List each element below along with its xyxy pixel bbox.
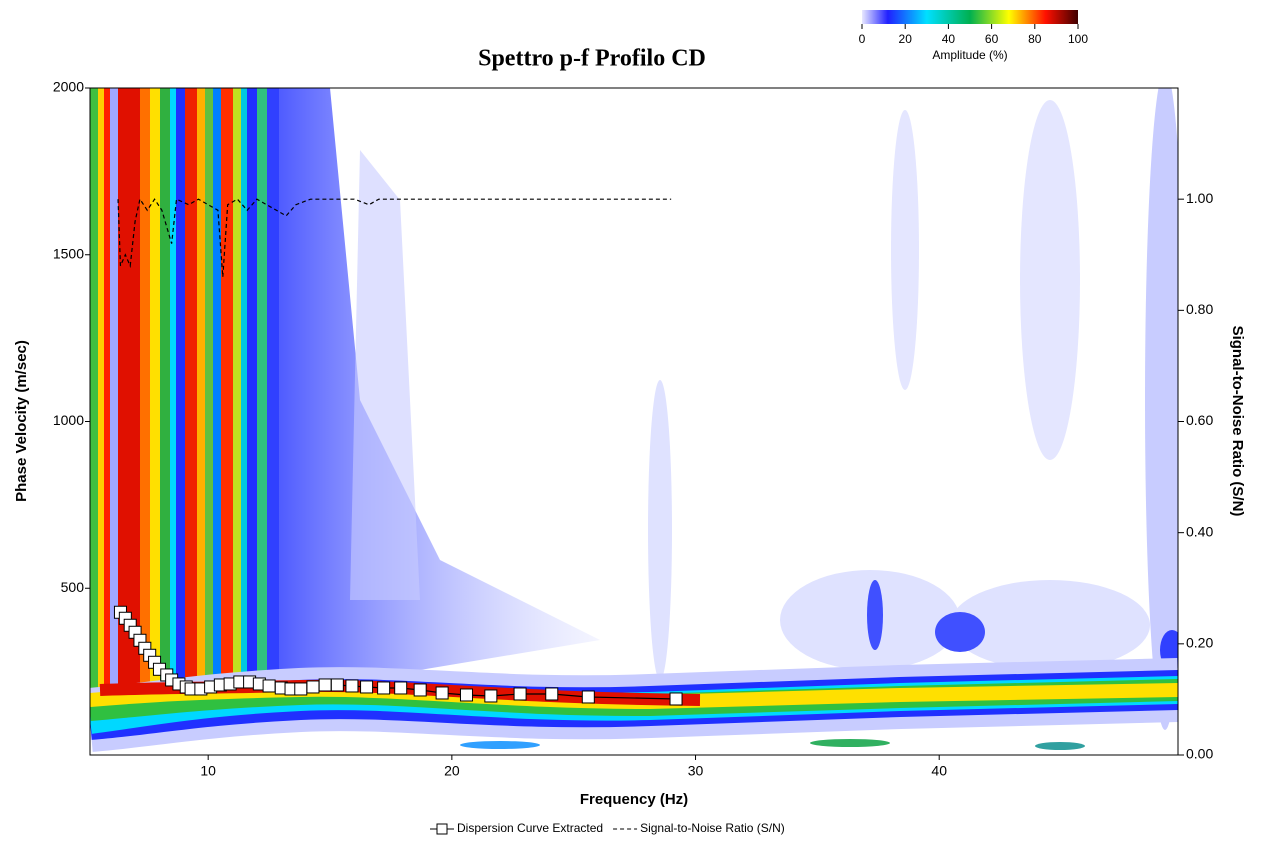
colorbar-tick-label: 40 [942,32,956,46]
dispersion-point [545,687,559,701]
legend-label: Signal-to-Noise Ratio (S/N) [640,821,785,835]
colorbar-tick-label: 0 [859,32,866,46]
colorbar-tick-label: 100 [1068,32,1088,46]
y-tick-label: 1000 [53,412,84,428]
y2-axis-label: Signal-to-Noise Ratio (S/N) [1229,326,1246,517]
x-tick-label: 20 [444,763,460,779]
spectrum-image [90,88,1178,752]
x-tick-label: 10 [200,763,216,779]
snr-line [117,197,672,278]
dispersion-point [484,689,498,703]
dispersion-point [360,680,374,694]
y2-tick-label: 0.20 [1186,635,1213,651]
y-tick-label: 1500 [53,245,84,261]
y2-tick-label: 0.00 [1186,746,1213,762]
y-tick-label: 500 [61,579,85,595]
chart-title: Spettro p-f Profilo CD [478,46,706,72]
x-tick-label: 30 [688,763,704,779]
dispersion-point [318,678,332,692]
y2-tick-label: 0.80 [1186,301,1213,317]
colorbar-label: Amplitude (%) [932,48,1007,62]
dispersion-point [377,681,391,695]
dispersion-point [459,688,473,702]
dispersion-point [435,686,449,700]
y2-tick-label: 0.60 [1186,412,1213,428]
colorbar-tick-label: 60 [985,32,999,46]
dispersion-point [581,690,595,704]
dispersion-point [306,680,320,694]
dispersion-point [394,681,408,695]
dispersion-point [413,683,427,697]
x-axis-label: Frequency (Hz) [580,791,688,808]
colorbar-tick-label: 80 [1028,32,1042,46]
x-tick-label: 40 [931,763,947,779]
dispersion-point [513,687,527,701]
y2-tick-label: 0.40 [1186,523,1213,539]
y-axis-label: Phase Velocity (m/sec) [13,340,30,502]
y2-tick-label: 1.00 [1186,190,1213,206]
y-tick-label: 2000 [53,79,84,95]
colorbar-tick-label: 20 [899,32,913,46]
legend-label: Dispersion Curve Extracted [457,821,603,835]
colorbar [862,10,1078,24]
dispersion-point [669,692,683,706]
dispersion-point [330,678,344,692]
dispersion-point [345,679,359,693]
dispersion-point [262,679,276,693]
dispersion-point [294,682,308,696]
legend-marker [436,823,448,835]
